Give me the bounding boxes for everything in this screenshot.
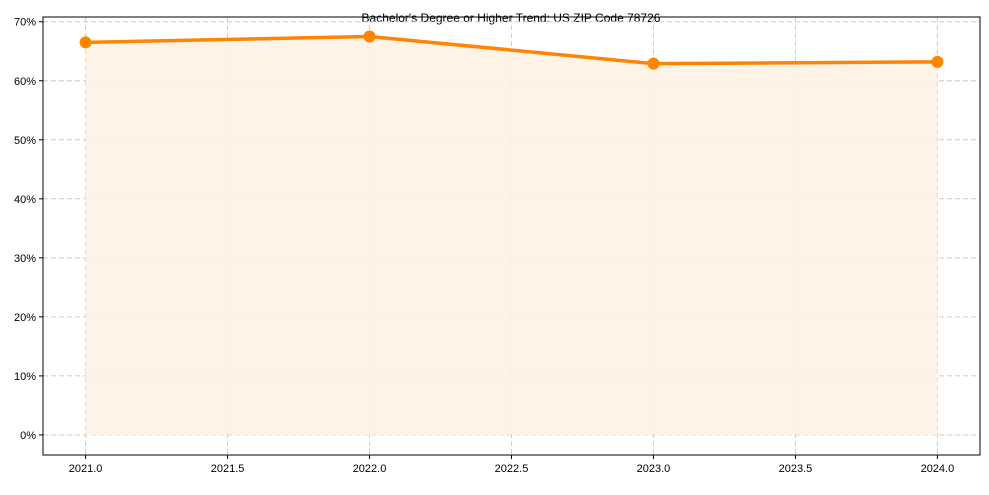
- data-points: [79, 30, 944, 70]
- x-axis: 2021.0 2021.5 2022.0 2022.5 2023.0 2023.5 2024…: [69, 455, 954, 475]
- data-point: [647, 57, 660, 70]
- data-point: [363, 30, 376, 43]
- x-tick-label: 2024.0: [921, 463, 955, 475]
- y-tick-label: 0%: [20, 430, 36, 442]
- y-tick-label: 50%: [14, 135, 36, 147]
- x-tick-label: 2022.5: [495, 463, 529, 475]
- x-tick-label: 2023.5: [779, 463, 813, 475]
- x-tick-label: 2022.0: [353, 463, 387, 475]
- y-tick-label: 70%: [14, 17, 36, 29]
- series-line: [85, 34, 938, 66]
- y-tick-label: 10%: [14, 371, 36, 383]
- y-tick-label: 20%: [14, 312, 36, 324]
- y-tick-label: 60%: [14, 76, 36, 88]
- y-tick-label: 40%: [14, 194, 36, 206]
- x-tick-label: 2021.5: [211, 463, 245, 475]
- data-point: [79, 36, 92, 49]
- y-axis: 0% 10% 20% 30% 40% 50% 60% 70%: [14, 17, 43, 442]
- area-fill: [85, 36, 938, 435]
- data-point: [931, 55, 944, 68]
- y-tick-label: 30%: [14, 253, 36, 265]
- x-tick-label: 2023.0: [637, 463, 671, 475]
- x-tick-label: 2021.0: [69, 463, 103, 475]
